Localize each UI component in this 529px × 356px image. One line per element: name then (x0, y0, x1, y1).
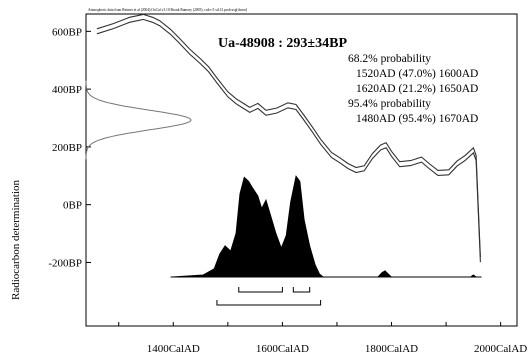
annotation-prob68: 68.2% probability (348, 53, 431, 65)
range-95-bracket (216, 300, 322, 306)
plot-frame (85, 13, 518, 327)
probability-distribution-group (170, 175, 482, 278)
y-axis: 600BP 400BP 200BP 0BP -200BP (48, 26, 91, 269)
x-tick-label: 1400CalAD (147, 343, 200, 355)
measurement-distribution (85, 80, 192, 160)
y-tick-label: 200BP (52, 142, 82, 154)
y-tick-label: 400BP (52, 84, 82, 96)
calibration-curve-upper (96, 13, 481, 258)
range-68-bracket (238, 287, 283, 293)
range-68-bracket (292, 287, 311, 293)
x-tick-label: 1600CalAD (256, 343, 309, 355)
measurement-distribution-group (85, 80, 192, 160)
calibration-curve-lower (96, 18, 481, 263)
source-note: Atmospheric data from Reimer et al (2004… (88, 8, 247, 12)
x-tick-label: 1800CalAD (365, 343, 418, 355)
range-brackets (216, 287, 322, 306)
y-tick-label: -200BP (48, 257, 82, 269)
probability-distribution (170, 175, 478, 278)
annotation-range68-1: 1520AD (47.0%) 1600AD (356, 68, 478, 80)
annotation-prob95: 95.4% probability (348, 98, 431, 110)
y-tick-label: 600BP (52, 26, 82, 38)
x-tick-label: 2000CalAD (474, 343, 527, 355)
y-tick-label: 0BP (63, 200, 82, 212)
annotation-range95-1: 1480AD (95.4%) 1670AD (356, 113, 478, 125)
annotations: 68.2% probability 1520AD (47.0%) 1600AD … (348, 53, 478, 125)
x-axis: 1400CalAD 1600CalAD 1800CalAD 2000CalAD (118, 322, 527, 355)
annotation-range68-2: 1620AD (21.2%) 1650AD (356, 83, 478, 95)
y-axis-label: Radiocarbon determination (10, 179, 22, 300)
chart-title: Ua-48908 : 293±34BP (218, 36, 347, 51)
calibration-curves (96, 13, 481, 263)
